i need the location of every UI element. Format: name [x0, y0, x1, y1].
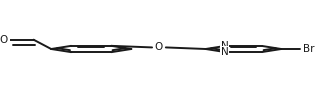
Text: Br: Br [303, 44, 314, 54]
Text: N: N [221, 41, 228, 51]
Text: N: N [221, 47, 228, 57]
Text: O: O [0, 35, 8, 45]
Text: O: O [154, 42, 163, 52]
